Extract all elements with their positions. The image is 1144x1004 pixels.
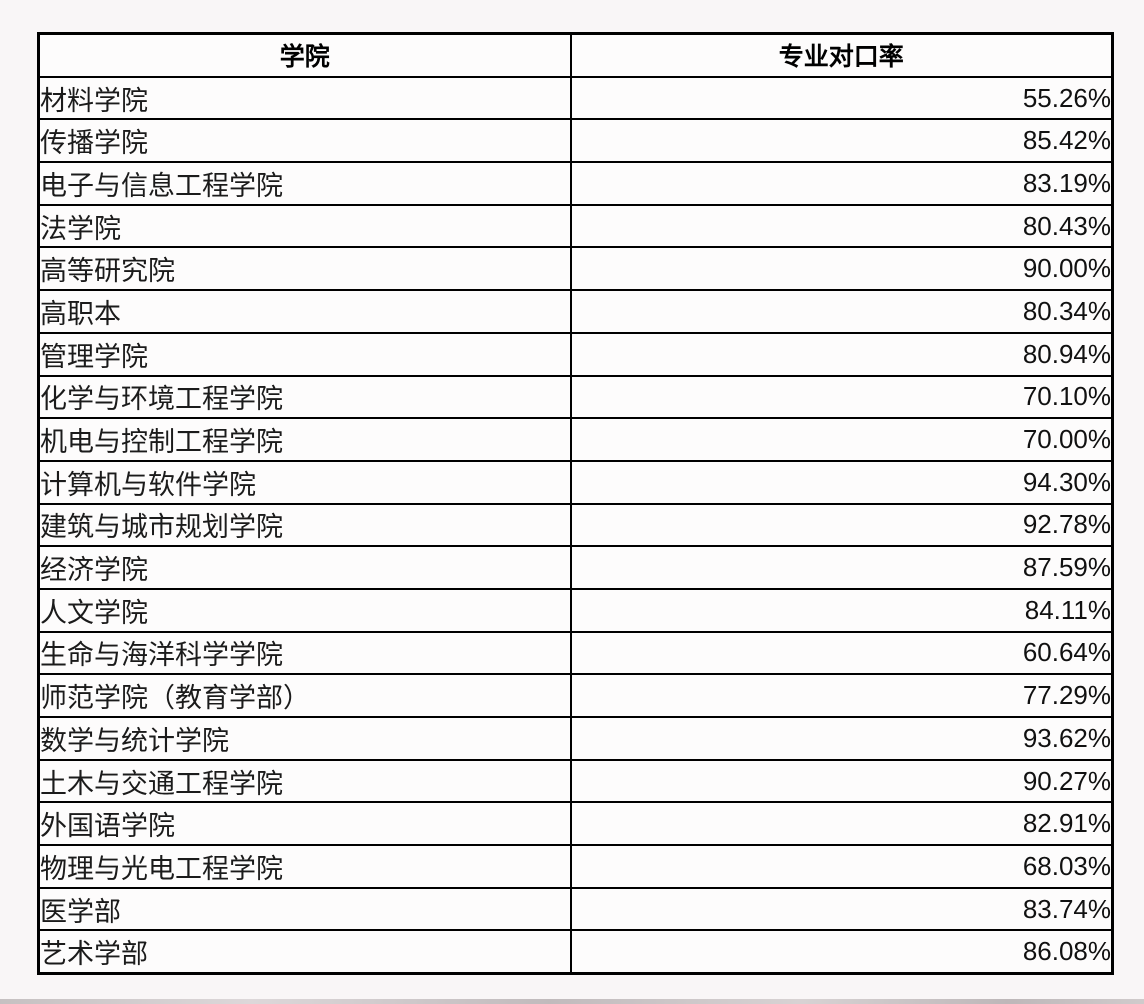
table-row: 师范学院（教育学部） 77.29% [37, 673, 1114, 718]
table-row: 法学院 80.43% [37, 203, 1114, 249]
table-row: 化学与环境工程学院 70.10% [37, 374, 1114, 420]
table-row: 建筑与城市规划学院 92.78% [37, 502, 1114, 548]
table-row: 生命与海洋科学学院 60.64% [37, 630, 1114, 676]
match-rate-cell: 83.74% [569, 886, 1114, 932]
match-rate-cell: 93.62% [569, 716, 1114, 761]
table-row: 物理与光电工程学院 68.03% [37, 844, 1114, 889]
table-row: 管理学院 80.94% [37, 331, 1114, 377]
match-rate-cell: 84.11% [569, 587, 1114, 633]
college-name-cell: 化学与环境工程学院 [37, 374, 572, 420]
college-name-cell: 医学部 [37, 886, 572, 932]
college-name-cell: 法学院 [37, 203, 572, 249]
table-row: 计算机与软件学院 94.30% [37, 459, 1114, 505]
college-name-cell: 机电与控制工程学院 [37, 417, 572, 462]
bottom-edge-strip [0, 999, 1144, 1004]
college-name-cell: 管理学院 [37, 331, 572, 377]
match-rate-cell: 86.08% [569, 929, 1114, 975]
match-rate-cell: 55.26% [569, 75, 1114, 121]
match-rate-cell: 83.19% [569, 161, 1114, 206]
table-row: 高等研究院 90.00% [37, 246, 1114, 292]
match-rate-cell: 87.59% [569, 545, 1114, 590]
match-rate-cell: 80.43% [569, 203, 1114, 249]
table-row: 机电与控制工程学院 70.00% [37, 417, 1114, 462]
college-name-cell: 电子与信息工程学院 [37, 161, 572, 206]
match-rate-cell: 70.10% [569, 374, 1114, 420]
match-rate-cell: 92.78% [569, 502, 1114, 548]
table-row: 传播学院 85.42% [37, 118, 1114, 164]
table-row: 数学与统计学院 93.62% [37, 716, 1114, 761]
college-name-cell: 艺术学部 [37, 929, 572, 975]
match-rate-cell: 94.30% [569, 459, 1114, 505]
match-rate-cell: 60.64% [569, 630, 1114, 676]
table-row: 人文学院 84.11% [37, 587, 1114, 633]
college-name-cell: 土木与交通工程学院 [37, 758, 572, 804]
college-name-cell: 传播学院 [37, 118, 572, 164]
college-name-cell: 物理与光电工程学院 [37, 844, 572, 889]
match-rate-cell: 90.27% [569, 758, 1114, 804]
match-rate-cell: 77.29% [569, 673, 1114, 718]
table-row: 材料学院 55.26% [37, 75, 1114, 121]
table-row: 高职本 80.34% [37, 289, 1114, 334]
college-name-cell: 材料学院 [37, 75, 572, 121]
college-name-cell: 生命与海洋科学学院 [37, 630, 572, 676]
match-rate-cell: 70.00% [569, 417, 1114, 462]
match-rate-cell: 85.42% [569, 118, 1114, 164]
table-row: 经济学院 87.59% [37, 545, 1114, 590]
college-name-cell: 外国语学院 [37, 801, 572, 847]
college-name-cell: 计算机与软件学院 [37, 459, 572, 505]
column-header-college: 学院 [37, 32, 572, 78]
college-name-cell: 高职本 [37, 289, 572, 334]
college-name-cell: 数学与统计学院 [37, 716, 572, 761]
table-body: 材料学院 55.26% 传播学院 85.42% 电子与信息工程学院 83.19% 法学院 80… [37, 75, 1114, 975]
column-header-match-rate: 专业对口率 [569, 32, 1114, 78]
table-row: 土木与交通工程学院 90.27% [37, 758, 1114, 804]
table-row: 电子与信息工程学院 83.19% [37, 161, 1114, 206]
college-name-cell: 经济学院 [37, 545, 572, 590]
college-match-rate-table: 学院 专业对口率 材料学院 55.26% 传播学院 85.42% 电子与信息工程学院 83… [37, 32, 1114, 976]
college-name-cell: 人文学院 [37, 587, 572, 633]
table-row: 外国语学院 82.91% [37, 801, 1114, 847]
match-rate-cell: 80.34% [569, 289, 1114, 334]
match-rate-cell: 90.00% [569, 246, 1114, 292]
match-rate-cell: 80.94% [569, 331, 1114, 377]
table-row: 医学部 83.74% [37, 886, 1114, 932]
college-name-cell: 师范学院（教育学部） [37, 673, 572, 718]
college-name-cell: 建筑与城市规划学院 [37, 502, 572, 548]
match-rate-cell: 82.91% [569, 801, 1114, 847]
header-row: 学院 专业对口率 [37, 32, 1114, 78]
match-rate-cell: 68.03% [569, 844, 1114, 889]
college-name-cell: 高等研究院 [37, 246, 572, 292]
table-row: 艺术学部 86.08% [37, 929, 1114, 975]
